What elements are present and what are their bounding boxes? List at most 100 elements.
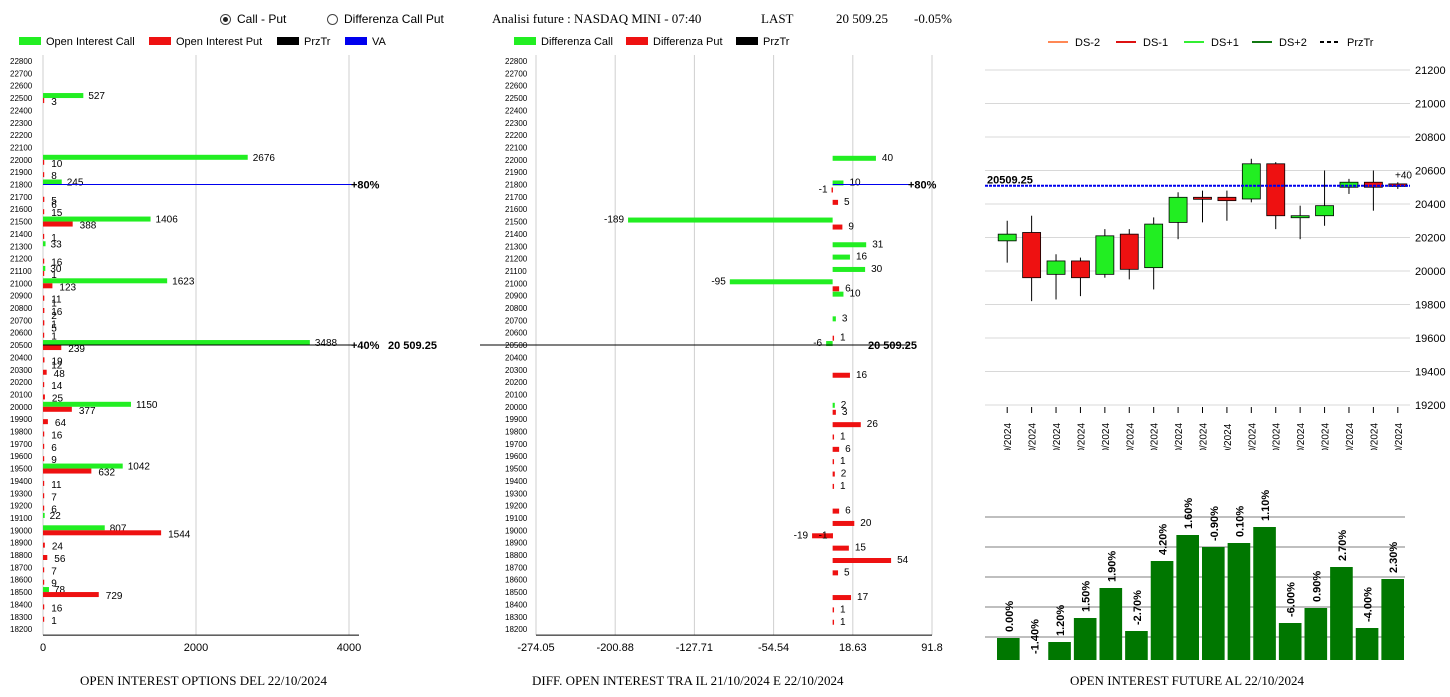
diff-put-bar (832, 372, 850, 378)
call-value-label: 3488 (315, 338, 338, 349)
put-bar (43, 616, 45, 622)
strike-label: 21600 (10, 205, 33, 214)
strike-label: 18600 (505, 576, 528, 585)
diff-put-bar (832, 471, 835, 477)
strike-label: 19400 (505, 477, 528, 486)
y-tick-label: 20400 (1415, 199, 1446, 211)
future-bar-label: 0.90% (1311, 571, 1323, 602)
strike-label: 18500 (10, 588, 33, 597)
call-bar (43, 587, 49, 593)
put-bar (43, 431, 45, 437)
call-bar (43, 512, 45, 518)
strike-label: 22500 (10, 94, 33, 103)
strike-label: 19800 (10, 428, 33, 437)
strike-label: 20400 (505, 353, 528, 362)
put-value-label: 1544 (168, 529, 191, 540)
diff-put-bar (832, 508, 840, 514)
diff-put-bar (831, 533, 833, 539)
strike-label: 21700 (505, 193, 528, 202)
radio-diff-label: Differenza Call Put (344, 12, 444, 26)
diff-call-bar (826, 341, 833, 347)
legend-swatch (514, 37, 536, 45)
date-label: 16/10/2024 (1296, 423, 1307, 450)
put-bar (43, 233, 45, 239)
put-value-label: 1 (51, 299, 57, 310)
strike-label: 21800 (10, 181, 33, 190)
diff-put-bar (832, 545, 849, 551)
strike-label: 21600 (505, 205, 528, 214)
strike-label: 19700 (505, 440, 528, 449)
y-tick-label: 20600 (1415, 166, 1446, 178)
radio-selected-icon[interactable] (220, 13, 231, 25)
diff-put-bar-label: 17 (857, 592, 869, 603)
diff-call-bar (832, 242, 867, 248)
date-label: 10/10/2024 (1199, 423, 1210, 450)
y-tick-label: 19200 (1415, 400, 1446, 412)
put-value-label: 16 (51, 603, 63, 614)
put-value-label: 2 (51, 311, 57, 322)
put-bar (43, 443, 45, 449)
strike-label: 22500 (505, 94, 528, 103)
candle-body (1095, 235, 1115, 275)
candle-body (1315, 205, 1334, 217)
x-tick-label: -127.71 (676, 642, 713, 654)
put-bar (43, 555, 48, 560)
candlestick-chart: DS-2 DS-1 DS+1 DS+2 PrzTr 19200 19400 19600 1980… (985, 37, 1446, 450)
strike-label: 20900 (505, 292, 528, 301)
put-bar (43, 221, 73, 227)
diff-put-bar-label: -19 (794, 530, 809, 541)
radio-call-put[interactable]: Call - Put (220, 12, 286, 26)
strike-label: 18200 (10, 625, 33, 634)
put-bar (43, 209, 45, 215)
last-value: 20 509.25 (836, 11, 888, 26)
candle-body (1168, 196, 1188, 223)
put-value-label: 1 (51, 270, 57, 281)
candle-body (1046, 260, 1066, 275)
strike-label: 21700 (10, 193, 33, 202)
diff-put-bar-label: 5 (844, 197, 850, 208)
legend-label: DS+2 (1279, 37, 1307, 49)
strike-label: 22700 (10, 69, 33, 78)
strike-label: 19900 (505, 415, 528, 424)
put-value-label: 7 (51, 492, 57, 503)
strike-label: 19100 (505, 514, 528, 523)
legend-label: DS-2 (1075, 37, 1100, 49)
x-tick-label: 2000 (184, 642, 208, 654)
future-bar-label: 0.00% (1004, 601, 1016, 632)
future-bar (1099, 588, 1123, 660)
legend-label: VA (372, 36, 387, 48)
future-bar (1278, 623, 1302, 660)
diff-call-bar (729, 279, 833, 285)
put-value-label: 729 (106, 591, 123, 602)
put-value-label: 8 (51, 171, 57, 182)
future-bar-label: 2.30% (1388, 542, 1400, 573)
page-title: Analisi future : NASDAQ MINI - 07:40 (492, 11, 702, 26)
x-tick-label: 4000 (337, 642, 361, 654)
strike-label: 21900 (10, 168, 33, 177)
strike-label: 19100 (10, 514, 33, 523)
date-label: 30/09/2024 (1003, 423, 1014, 450)
future-bar-label: 1.50% (1081, 581, 1093, 612)
strike-label: 19600 (505, 452, 528, 461)
strike-label: 19400 (10, 477, 33, 486)
put-value-label: 64 (55, 418, 67, 429)
diff-put-bar (832, 224, 843, 230)
legend-swatch (277, 37, 299, 45)
future-bar-label: 2.70% (1337, 530, 1349, 561)
diff-put-bar (831, 187, 833, 193)
strike-label: 21000 (505, 279, 528, 288)
date-label: 23/10/2024 (1394, 423, 1405, 450)
strike-label: 18800 (10, 551, 33, 560)
strike-label: 22200 (505, 131, 528, 140)
footer-right: OPEN INTEREST FUTURE AL 22/10/2024 (1070, 673, 1305, 688)
radio-unselected-icon[interactable] (327, 13, 338, 25)
strike-label: 20300 (10, 366, 33, 375)
diff-call-bar-label: -189 (604, 215, 624, 226)
diff-put-bar-label: 1 (840, 333, 846, 344)
strike-label: 20100 (10, 390, 33, 399)
diff-put-bar-label: 1 (840, 481, 846, 492)
radio-differenza[interactable]: Differenza Call Put (327, 12, 444, 26)
future-bar-label: 0.10% (1234, 506, 1246, 537)
strike-label: 22000 (10, 156, 33, 165)
put-bar (43, 332, 45, 338)
